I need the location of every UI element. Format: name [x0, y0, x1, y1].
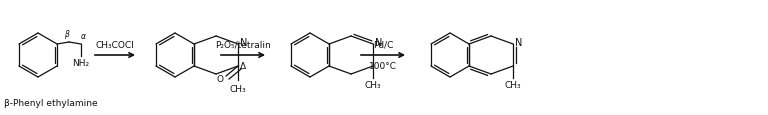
Text: Δ: Δ — [240, 61, 246, 70]
Text: CH₃COCl: CH₃COCl — [96, 41, 134, 50]
Text: 100°C: 100°C — [369, 61, 397, 70]
Text: CH₃: CH₃ — [365, 80, 382, 89]
Text: NH₂: NH₂ — [72, 59, 90, 67]
Text: CH₃: CH₃ — [230, 84, 247, 93]
Text: CH₃: CH₃ — [505, 80, 521, 89]
Text: N: N — [515, 38, 522, 48]
Text: α: α — [81, 32, 85, 41]
Text: β-Phenyl ethylamine: β-Phenyl ethylamine — [4, 98, 98, 107]
Text: β: β — [64, 30, 68, 39]
Text: N: N — [375, 38, 382, 48]
Text: Pd/C: Pd/C — [372, 41, 393, 50]
Text: N: N — [240, 38, 247, 48]
Text: P₂O₅/tetralin: P₂O₅/tetralin — [215, 41, 271, 50]
Text: O: O — [216, 74, 223, 83]
